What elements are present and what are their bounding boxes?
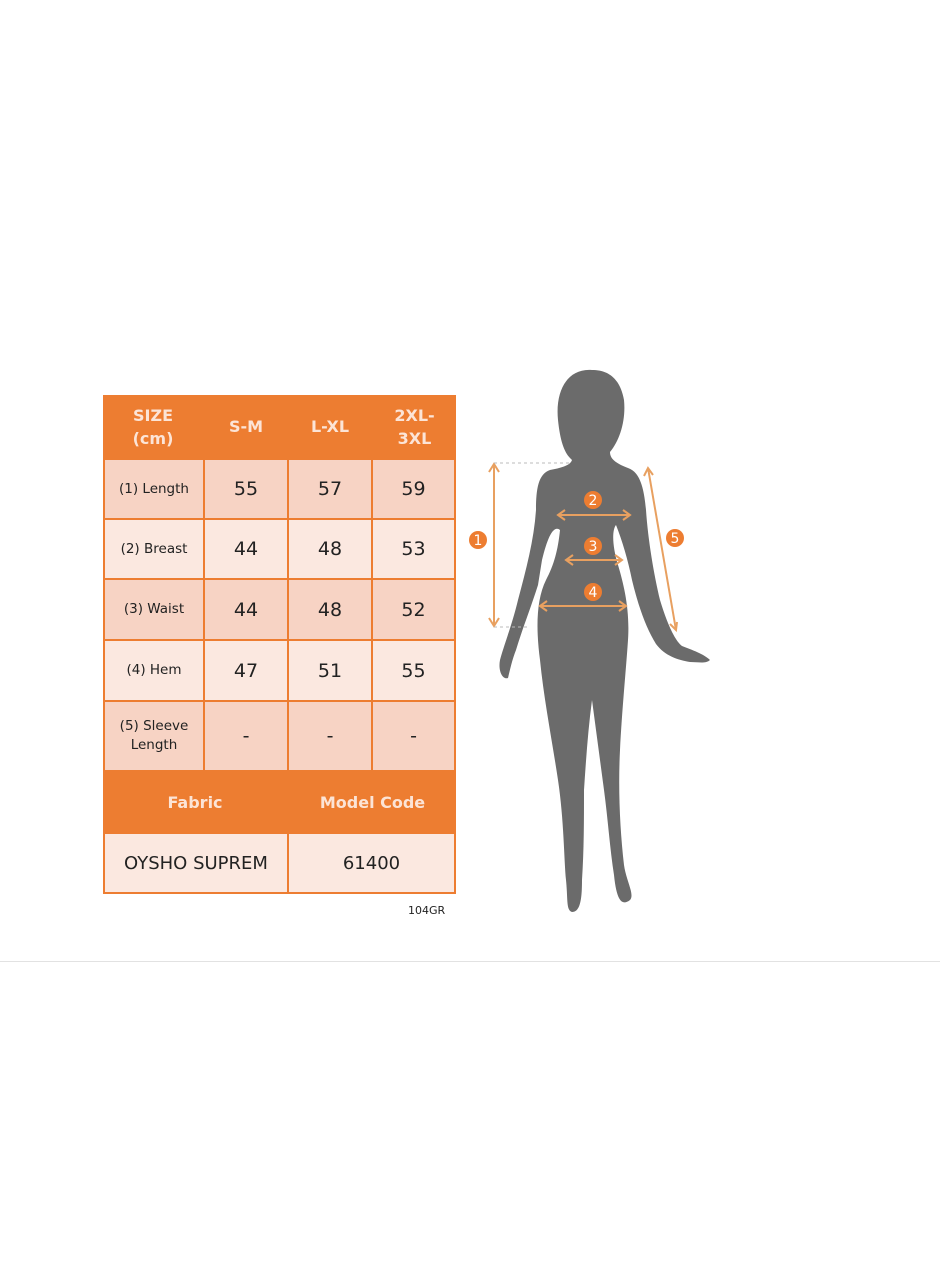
table-cell: - — [205, 702, 287, 770]
row-label: (2) Breast — [105, 520, 203, 578]
row-label: (1) Length — [105, 460, 203, 518]
divider — [0, 961, 940, 962]
measurement-arrows — [488, 462, 678, 633]
size-chart-table: SIZE (cm) S-M L-XL 2XL- 3XL (1) Length 55… — [103, 395, 456, 894]
marker-circle — [666, 529, 684, 547]
fabric-label: Fabric — [167, 792, 223, 812]
header-s-m: S-M — [228, 417, 264, 436]
silhouette — [499, 369, 710, 913]
table-cell: 55 — [205, 460, 287, 518]
marker-circle — [584, 583, 602, 601]
row-label: (4) Hem — [105, 641, 203, 700]
model-code-value: 61400 — [289, 834, 454, 892]
marker-circle — [584, 491, 602, 509]
table-cell: 52 — [373, 580, 454, 639]
body-silhouette-figure: 1 2 3 4 5 — [469, 369, 710, 913]
row-label-line: Length — [130, 737, 178, 753]
marker-number: 2 — [589, 493, 598, 509]
table-cell: 48 — [289, 580, 371, 639]
marker-circle — [469, 531, 487, 549]
header-size-line1: SIZE — [132, 405, 173, 425]
table-cell: 57 — [289, 460, 371, 518]
sleeve-arrow — [647, 467, 677, 631]
marker-number: 3 — [589, 539, 598, 555]
product-code: 104GR — [408, 904, 446, 917]
fabric-value: OYSHO SUPREM — [105, 834, 287, 892]
table-cell: 47 — [205, 641, 287, 700]
table-cell: 55 — [373, 641, 454, 700]
measurement-markers: 1 2 3 4 5 — [469, 491, 684, 601]
table-cell: 53 — [373, 520, 454, 578]
table-cell: 59 — [373, 460, 454, 518]
header-2xl-3xl: 2XL- 3XL — [373, 395, 456, 458]
table-cell: - — [373, 702, 454, 770]
marker-circle — [584, 537, 602, 555]
row-label-line: (5) Sleeve — [119, 718, 189, 734]
header-2xl-line2: 3XL — [397, 428, 432, 448]
header-l-xl: L-XL — [310, 417, 350, 436]
model-code-label: Model Code — [319, 792, 426, 812]
row-label: (5) Sleeve Length — [105, 702, 203, 770]
table-cell: 44 — [205, 520, 287, 578]
row-label: (3) Waist — [105, 580, 203, 639]
marker-number: 1 — [474, 533, 483, 549]
table-cell: - — [289, 702, 371, 770]
header-size-line2: (cm) — [132, 428, 174, 448]
table-cell: 51 — [289, 641, 371, 700]
header-size: SIZE (cm) — [103, 395, 203, 458]
table-cell: 48 — [289, 520, 371, 578]
marker-number: 4 — [589, 585, 598, 601]
header-2xl-line1: 2XL- — [394, 405, 435, 425]
marker-number: 5 — [671, 531, 680, 547]
table-cell: 44 — [205, 580, 287, 639]
